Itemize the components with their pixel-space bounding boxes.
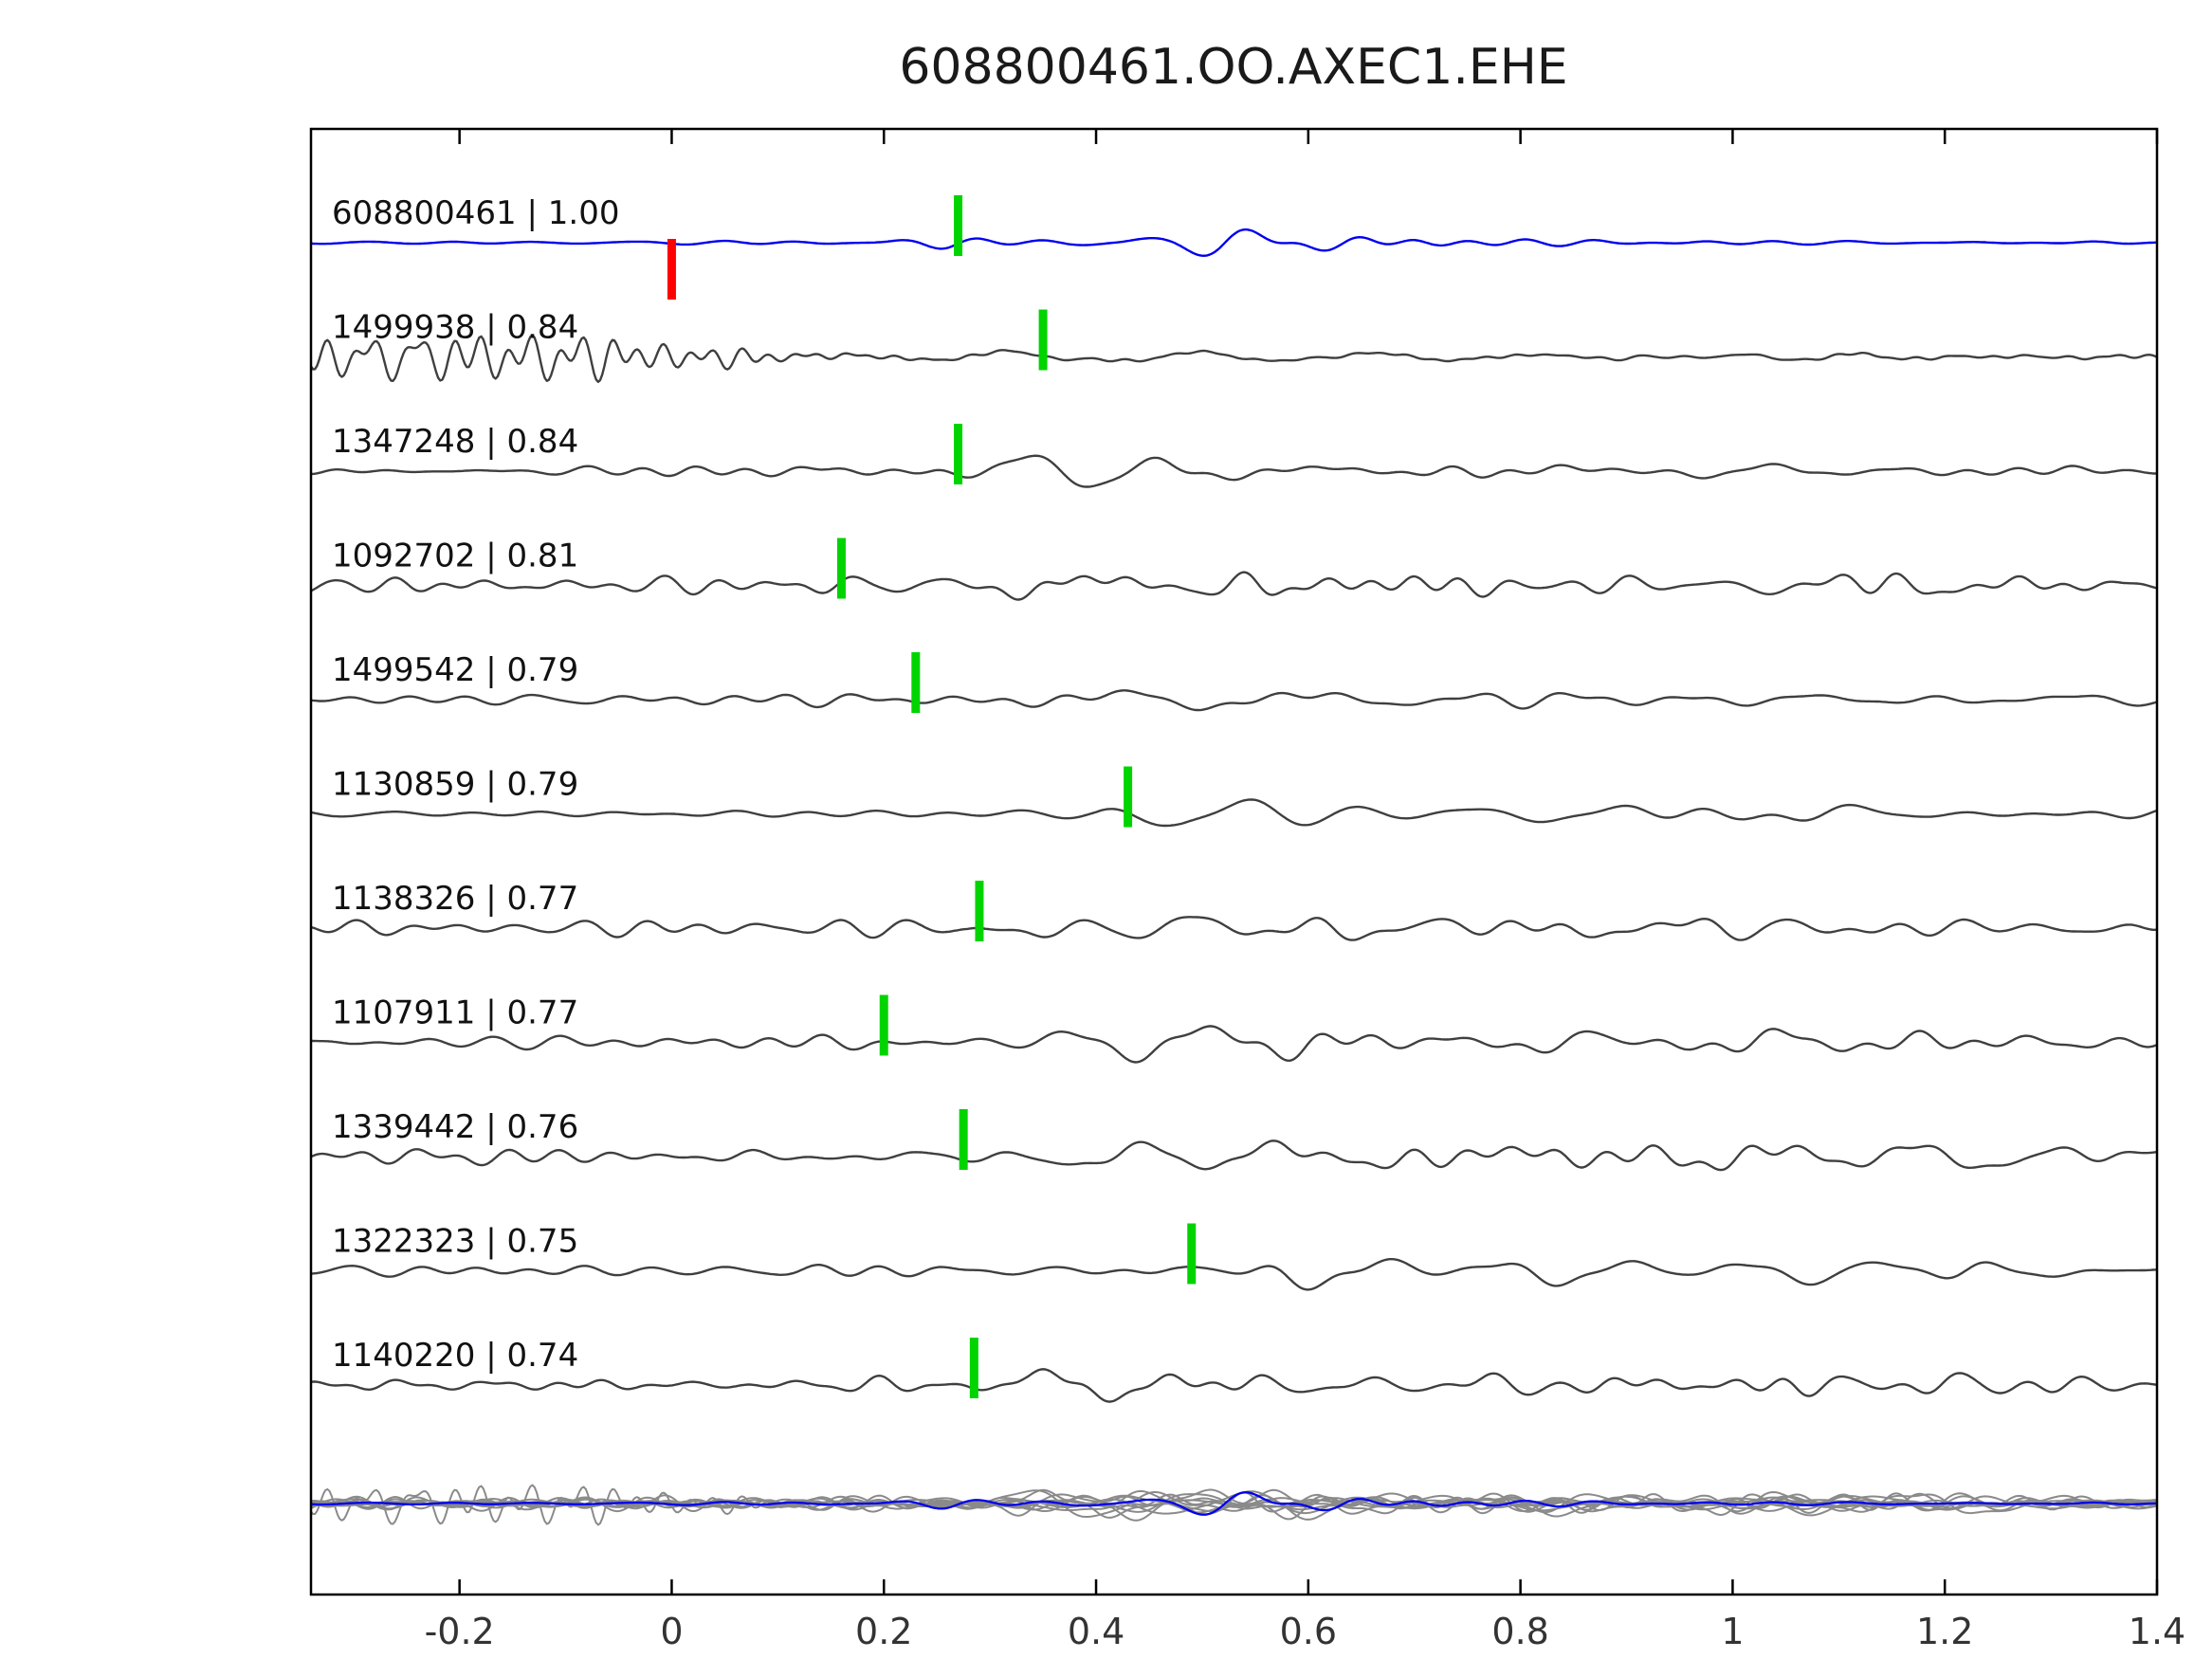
detection-waveform — [312, 689, 2156, 712]
detection-waveform — [312, 334, 2156, 383]
overlay-waveform — [312, 1488, 2156, 1519]
x-tick-label: 1.4 — [2129, 1611, 2185, 1652]
trace-label: 1499542 | 0.79 — [332, 651, 578, 689]
trace-label: 1499938 | 0.84 — [332, 309, 578, 347]
detection-waveform — [312, 916, 2156, 941]
x-tick-label: 0 — [660, 1611, 683, 1652]
trace-labels-group: 608800461 | 1.00 1499938 | 0.84 1347248 | … — [332, 194, 619, 1375]
trace-label: 1107911 | 0.77 — [332, 994, 578, 1032]
trace-label: 608800461 | 1.00 — [332, 194, 619, 232]
x-tick-label: 1.2 — [1916, 1611, 1973, 1652]
detection-waveform — [312, 1368, 2156, 1403]
template-waveform — [312, 228, 2156, 257]
trace-waveforms-group — [312, 228, 2156, 1403]
detection-waveform — [312, 1257, 2156, 1291]
x-tick-label: 0.2 — [855, 1611, 912, 1652]
plot-border — [309, 127, 2159, 1596]
detection-waveform — [312, 798, 2156, 828]
detection-waveform — [312, 571, 2156, 601]
overlay-template-waveform — [312, 1491, 2156, 1516]
detection-waveform — [312, 1139, 2156, 1172]
overlay-traces-group — [312, 1484, 2156, 1526]
trace-label: 1347248 | 0.84 — [332, 423, 578, 461]
trace-label: 1140220 | 0.74 — [332, 1337, 578, 1375]
x-tick-label: -0.2 — [425, 1611, 495, 1652]
x-tick-label: 1 — [1721, 1611, 1744, 1652]
figure-title: 608800461.OO.AXEC1.EHE — [899, 39, 1567, 96]
overlay-waveform — [312, 1492, 2156, 1521]
detection-waveform — [312, 454, 2156, 488]
trace-label: 1138326 | 0.77 — [332, 880, 578, 918]
x-tick-label: 0.6 — [1280, 1611, 1337, 1652]
trace-label: 1130859 | 0.79 — [332, 766, 578, 804]
x-tick-label: 0.4 — [1068, 1611, 1124, 1652]
detection-waveform — [312, 1025, 2156, 1064]
trace-label: 1339442 | 0.76 — [332, 1108, 578, 1146]
pick-markers-group — [667, 195, 1197, 1398]
x-tick-label: 0.8 — [1491, 1611, 1548, 1652]
x-axis-ticks-group: -0.2 0 0.2 0.4 0.6 0.8 1 1.2 1.4 — [425, 129, 2185, 1652]
trace-label: 1092702 | 0.81 — [332, 538, 578, 575]
trace-label: 1322323 | 0.75 — [332, 1223, 578, 1261]
